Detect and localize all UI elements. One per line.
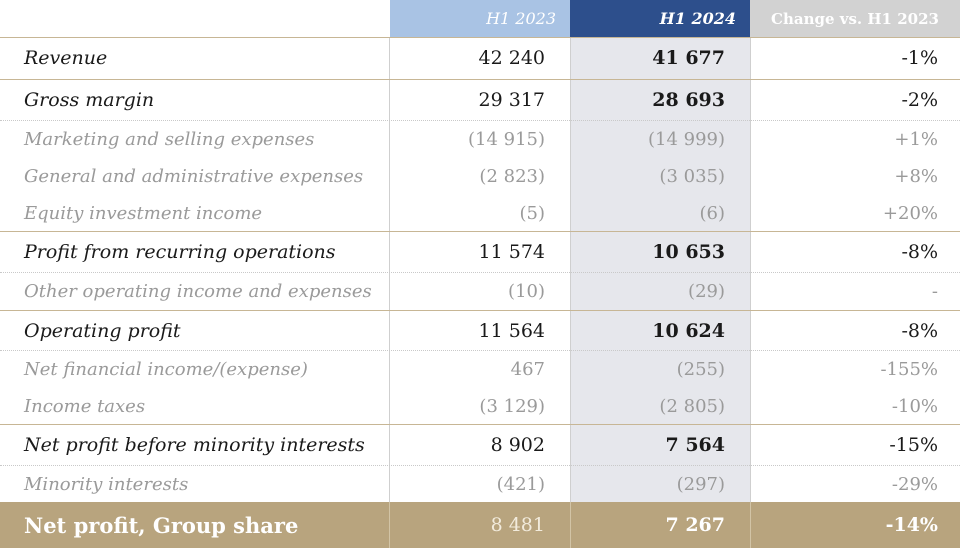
column-divider xyxy=(389,502,390,548)
table-row: Net financial income/(expense) 467 (255)… xyxy=(0,351,960,388)
value-change: -155% xyxy=(880,359,938,380)
row-label: Income taxes xyxy=(24,395,146,417)
column-divider xyxy=(750,37,751,502)
total-h1-2024: 7 267 xyxy=(665,514,726,536)
table-row: Operating profit 11 564 10 624 -8% xyxy=(0,311,960,350)
column-divider xyxy=(389,37,390,502)
value-h1-2023: 467 xyxy=(510,359,545,380)
total-label: Net profit, Group share xyxy=(24,512,299,538)
value-h1-2024: 28 693 xyxy=(652,89,725,111)
value-change: -2% xyxy=(901,89,938,111)
table-row: Equity investment income (5) (6) +20% xyxy=(0,195,960,231)
table-row: Profit from recurring operations 11 574 … xyxy=(0,232,960,272)
value-change: -8% xyxy=(901,319,938,342)
group-share-total-row: Net profit, Group share 8 481 7 267 -14% xyxy=(0,502,960,548)
header-h1-2024: H1 2024 xyxy=(570,0,750,37)
value-h1-2023: 11 564 xyxy=(478,319,545,342)
value-h1-2024: (2 805) xyxy=(659,395,725,417)
row-separator xyxy=(0,310,960,311)
value-h1-2024: 7 564 xyxy=(665,434,726,456)
table-row: Other operating income and expenses (10)… xyxy=(0,273,960,310)
table-row: General and administrative expenses (2 8… xyxy=(0,158,960,195)
row-separator xyxy=(0,79,960,80)
column-divider xyxy=(570,502,571,548)
value-h1-2023: (14 915) xyxy=(467,129,545,150)
value-h1-2023: (2 823) xyxy=(479,166,545,187)
row-label: Gross margin xyxy=(24,89,155,111)
value-h1-2024: 10 653 xyxy=(652,241,725,263)
value-h1-2024: (14 999) xyxy=(647,129,725,150)
row-label: Net profit before minority interests xyxy=(24,434,365,456)
row-label: Equity investment income xyxy=(24,202,263,224)
column-divider xyxy=(570,37,571,502)
header-h1-2023: H1 2023 xyxy=(390,0,570,37)
row-separator xyxy=(0,465,960,466)
table-row: Gross margin 29 317 28 693 -2% xyxy=(0,80,960,120)
value-h1-2024: (6) xyxy=(699,202,726,224)
table-row: Income taxes (3 129) (2 805) -10% xyxy=(0,388,960,424)
value-h1-2024: 10 624 xyxy=(652,319,725,342)
value-h1-2023: (421) xyxy=(496,473,545,495)
value-change: -1% xyxy=(901,47,938,69)
table-row: Marketing and selling expenses (14 915) … xyxy=(0,121,960,158)
value-change: +1% xyxy=(894,129,938,150)
row-separator xyxy=(0,272,960,273)
value-h1-2024: (297) xyxy=(676,473,725,495)
row-label: Revenue xyxy=(24,47,108,69)
row-separator xyxy=(0,350,960,351)
total-change: -14% xyxy=(885,514,938,536)
value-change: -15% xyxy=(889,434,938,456)
value-h1-2023: 11 574 xyxy=(478,241,545,263)
value-h1-2024: (255) xyxy=(676,359,725,380)
value-h1-2023: (3 129) xyxy=(479,395,545,417)
header-change: Change vs. H1 2023 xyxy=(750,0,960,37)
row-label: Minority interests xyxy=(24,473,189,495)
total-h1-2023: 8 481 xyxy=(490,514,545,536)
row-label: Operating profit xyxy=(24,319,181,342)
value-change: -10% xyxy=(891,395,938,417)
row-label: Marketing and selling expenses xyxy=(24,129,315,150)
table-row: Revenue 42 240 41 677 -1% xyxy=(0,38,960,78)
row-separator xyxy=(0,120,960,121)
value-h1-2023: (5) xyxy=(519,202,546,224)
value-change: +20% xyxy=(882,202,938,224)
value-h1-2023: 42 240 xyxy=(478,47,545,69)
value-h1-2023: (10) xyxy=(508,281,545,302)
row-label: Net financial income/(expense) xyxy=(24,359,308,380)
row-separator xyxy=(0,424,960,425)
row-label: General and administrative expenses xyxy=(24,166,364,187)
value-h1-2024: (29) xyxy=(688,281,725,302)
value-h1-2023: 8 902 xyxy=(490,434,545,456)
row-separator xyxy=(0,231,960,232)
value-h1-2023: 29 317 xyxy=(478,89,545,111)
table-row: Minority interests (421) (297) -29% xyxy=(0,466,960,502)
row-label: Other operating income and expenses xyxy=(24,281,372,302)
value-h1-2024: 41 677 xyxy=(652,47,725,69)
row-separator xyxy=(0,37,960,38)
column-divider xyxy=(750,502,751,548)
value-change: +8% xyxy=(894,166,938,187)
value-change: -8% xyxy=(901,241,938,263)
table-row: Net profit before minority interests 8 9… xyxy=(0,425,960,465)
value-change: - xyxy=(931,281,938,302)
row-label: Profit from recurring operations xyxy=(24,241,336,263)
value-change: -29% xyxy=(891,473,938,495)
value-h1-2024: (3 035) xyxy=(659,166,725,187)
